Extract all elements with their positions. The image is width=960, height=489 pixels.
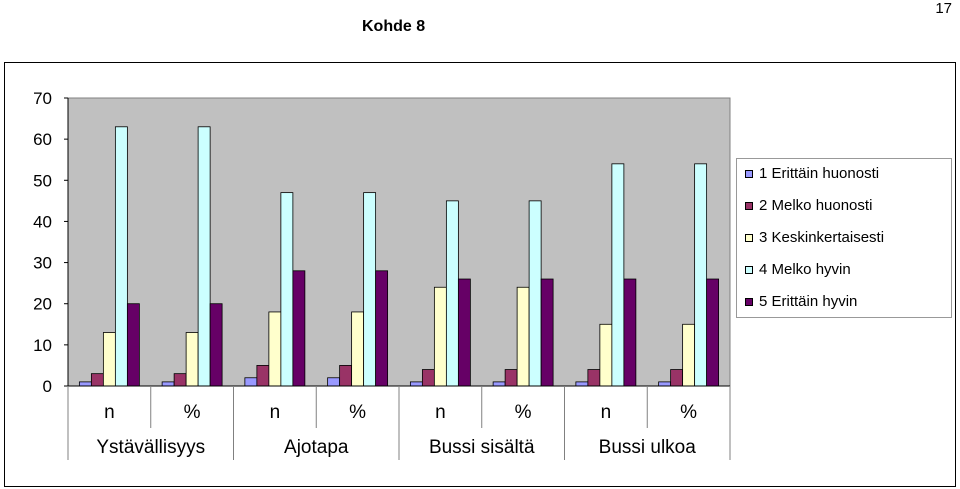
x-tick-label: n	[601, 402, 612, 423]
legend-swatch-5	[745, 298, 753, 306]
bar	[623, 278, 637, 387]
x-group-label: Ajotapa	[284, 437, 349, 458]
legend-label-5: 5 Erittäin hyvin	[759, 293, 858, 310]
legend-swatch-1	[745, 170, 753, 178]
page-number: 17	[935, 0, 952, 17]
y-tick-label: 0	[43, 377, 52, 396]
y-tick-label: 10	[33, 336, 52, 355]
bar	[516, 286, 530, 387]
x-tick-label: n	[104, 402, 115, 423]
legend-item-2: 2 Melko huonosti	[745, 197, 873, 214]
bar	[492, 381, 506, 387]
bar	[433, 286, 447, 387]
legend-swatch-2	[745, 202, 753, 210]
bar	[197, 126, 211, 387]
x-tick-label: %	[680, 402, 697, 423]
legend-item-4: 4 Melko hyvin	[745, 261, 851, 278]
bar	[682, 323, 696, 387]
x-tick-label: %	[184, 402, 201, 423]
legend-label-4: 4 Melko hyvin	[759, 261, 851, 278]
bar	[587, 369, 601, 387]
chart-frame	[4, 62, 956, 487]
legend-item-5: 5 Erittäin hyvin	[745, 293, 858, 310]
y-tick-label: 70	[33, 89, 52, 108]
bar	[90, 373, 104, 387]
x-group-label: Bussi ulkoa	[599, 437, 697, 458]
x-tick-label: %	[349, 402, 366, 423]
bar	[209, 303, 223, 387]
bar	[339, 365, 353, 387]
bar	[244, 377, 258, 387]
bar	[670, 369, 684, 387]
y-tick-label: 50	[33, 171, 52, 190]
bar	[375, 270, 389, 387]
bar	[599, 323, 613, 387]
bar	[540, 278, 554, 387]
x-tick-label: n	[435, 402, 446, 423]
bar	[351, 311, 365, 387]
bar	[78, 381, 92, 387]
bar	[658, 381, 672, 387]
bar	[706, 278, 720, 387]
bar	[694, 163, 708, 387]
x-group-label: Ystävällisyys	[96, 437, 205, 458]
bar	[114, 126, 128, 387]
bar	[363, 192, 377, 387]
bar	[575, 381, 589, 387]
bar	[421, 369, 435, 387]
bar	[102, 332, 116, 387]
bar	[268, 311, 282, 387]
bar	[327, 377, 341, 387]
x-tick-label: n	[270, 402, 281, 423]
chart-legend: 1 Erittäin huonosti 2 Melko huonosti 3 K…	[736, 158, 952, 318]
bar	[445, 200, 459, 387]
bar	[292, 270, 306, 387]
y-tick-label: 30	[33, 254, 52, 273]
legend-label-1: 1 Erittäin huonosti	[759, 165, 880, 182]
bar	[161, 381, 175, 387]
legend-label-2: 2 Melko huonosti	[759, 197, 873, 214]
bar	[504, 369, 518, 387]
x-tick-label: %	[515, 402, 532, 423]
legend-swatch-4	[745, 266, 753, 274]
bar	[528, 200, 542, 387]
chart-title: Kohde 8	[362, 18, 426, 35]
bar	[173, 373, 187, 387]
legend-label-3: 3 Keskinkertaisesti	[759, 229, 885, 246]
bar	[457, 278, 471, 387]
bar	[280, 192, 294, 387]
x-group-label: Bussi sisältä	[429, 437, 535, 458]
bar	[256, 365, 270, 387]
y-tick-label: 40	[33, 212, 52, 231]
y-tick-label: 60	[33, 130, 52, 149]
bar	[185, 332, 199, 387]
legend-swatch-3	[745, 234, 753, 242]
legend-item-1: 1 Erittäin huonosti	[745, 165, 880, 182]
bar	[611, 163, 625, 387]
y-tick-label: 20	[33, 295, 52, 314]
legend-item-3: 3 Keskinkertaisesti	[745, 229, 885, 246]
bar	[409, 381, 423, 387]
bar	[126, 303, 140, 387]
